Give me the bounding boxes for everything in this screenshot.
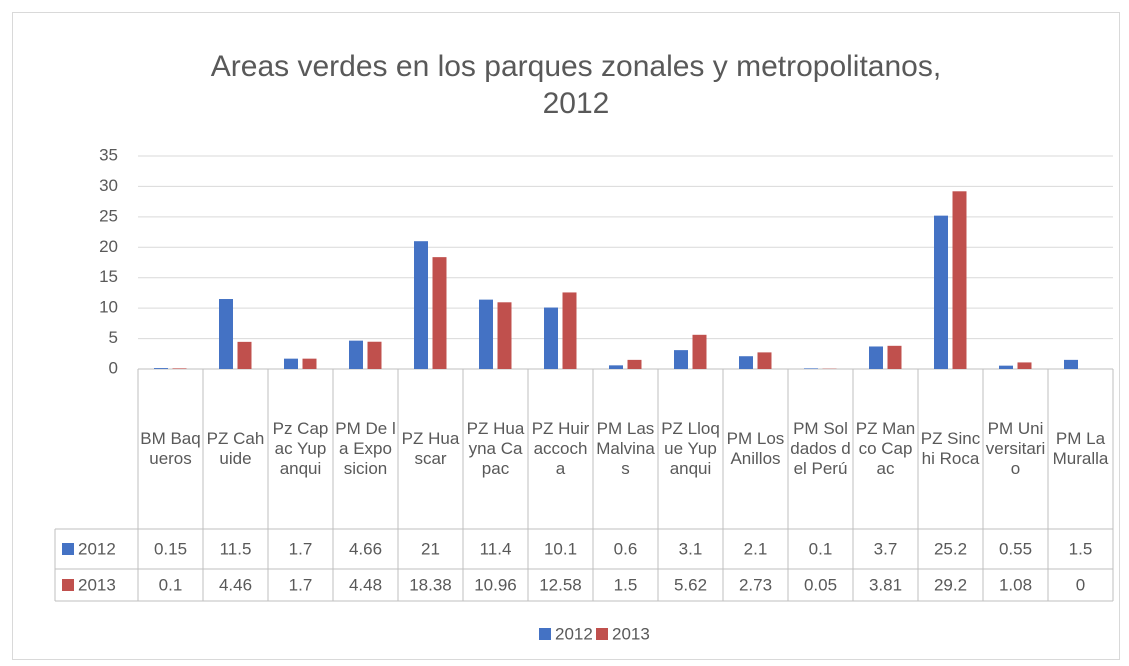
x-tick-label: Pz Capac Yupanqui (272, 419, 329, 478)
table-value: 0.15 (154, 539, 187, 558)
x-tick-label: PZ Cahuide (206, 429, 265, 468)
x-tick-label: PM Las Malvinas (596, 419, 655, 478)
x-tick-label: PM Soldados del Perú (790, 419, 851, 478)
y-tick-label: 10 (99, 298, 118, 317)
table-value: 4.48 (349, 575, 382, 594)
bar (154, 368, 168, 369)
table-value: 2.1 (744, 539, 768, 558)
table-value: 2.73 (739, 575, 772, 594)
bar (367, 341, 382, 369)
bar (414, 241, 428, 369)
bar (497, 302, 512, 369)
y-tick-label: 20 (99, 237, 118, 256)
x-tick-label: PZ Huascar (401, 429, 460, 468)
y-tick-label: 35 (99, 145, 118, 164)
table-value: 12.58 (539, 575, 582, 594)
bar (627, 359, 642, 369)
table-value: 0 (1076, 575, 1085, 594)
x-tick-label: PZ Lloque Yupanqui (661, 419, 720, 478)
table-value: 4.66 (349, 539, 382, 558)
table-value: 3.81 (869, 575, 902, 594)
bar (999, 365, 1013, 369)
table-series-label: 2013 (78, 575, 116, 594)
table-series-label: 2012 (78, 539, 116, 558)
legend-key (596, 628, 608, 640)
table-value: 3.1 (679, 539, 703, 558)
table-legend-key (62, 543, 74, 555)
bar (934, 215, 948, 369)
bar (432, 257, 447, 369)
x-tick-label: PM La Muralla (1052, 429, 1109, 468)
table-value: 1.5 (614, 575, 638, 594)
x-tick-label: PZ Huayna Capac (466, 419, 525, 478)
table-value: 1.5 (1069, 539, 1093, 558)
table-value: 3.7 (874, 539, 898, 558)
bar (869, 346, 883, 369)
table-legend-key (62, 579, 74, 591)
x-tick-label: PM Universitario (985, 419, 1046, 478)
bar (692, 334, 707, 369)
table-value: 0.05 (804, 575, 837, 594)
table-value: 0.1 (809, 539, 833, 558)
table-value: 10.96 (474, 575, 517, 594)
table-value: 1.7 (289, 539, 313, 558)
bar (674, 350, 688, 369)
x-tick-label: PM De la Exposicion (335, 419, 396, 478)
bar (544, 307, 558, 369)
bar (302, 358, 317, 369)
table-value: 5.62 (674, 575, 707, 594)
x-tick-label: PZ Huiraccocha (531, 419, 590, 478)
table-value: 11.4 (480, 539, 512, 558)
x-tick-label: BM Baqueros (140, 429, 201, 468)
table-value: 10.1 (544, 539, 577, 558)
table-value: 4.46 (219, 575, 252, 594)
table-value: 1.08 (999, 575, 1032, 594)
x-tick-label: PZ Manco Capac (855, 419, 916, 478)
bar (804, 368, 818, 369)
bar (349, 340, 363, 369)
y-tick-label: 30 (99, 176, 118, 195)
table-value: 0.6 (614, 539, 638, 558)
bar (609, 365, 623, 369)
y-tick-label: 0 (109, 358, 118, 377)
legend-key (539, 628, 551, 640)
legend-label: 2012 (555, 624, 593, 643)
bar (739, 356, 753, 369)
x-tick-label: PM Los Anillos (726, 429, 785, 468)
y-tick-label: 5 (109, 328, 118, 347)
table-value: 1.7 (289, 575, 313, 594)
legend-label: 2013 (612, 624, 650, 643)
table-value: 25.2 (934, 539, 967, 558)
bar (219, 299, 233, 369)
chart-title: Areas verdes en los parques zonales y me… (211, 50, 941, 120)
bar (562, 292, 577, 369)
y-tick-label: 25 (99, 206, 118, 225)
bar (952, 191, 967, 369)
table-value: 18.38 (409, 575, 452, 594)
y-tick-label: 15 (99, 267, 118, 286)
bar (284, 358, 298, 369)
bar (887, 345, 902, 369)
table-value: 21 (421, 539, 440, 558)
x-tick-label: PZ Sinchi Roca (920, 429, 981, 468)
bar (1017, 362, 1032, 369)
table-value: 11.5 (220, 539, 252, 558)
bar (237, 341, 252, 369)
bar (1064, 359, 1078, 369)
table-value: 29.2 (934, 575, 967, 594)
table-value: 0.55 (999, 539, 1032, 558)
bar (172, 368, 187, 369)
bar (479, 299, 493, 369)
bar (757, 352, 772, 369)
table-value: 0.1 (159, 575, 183, 594)
